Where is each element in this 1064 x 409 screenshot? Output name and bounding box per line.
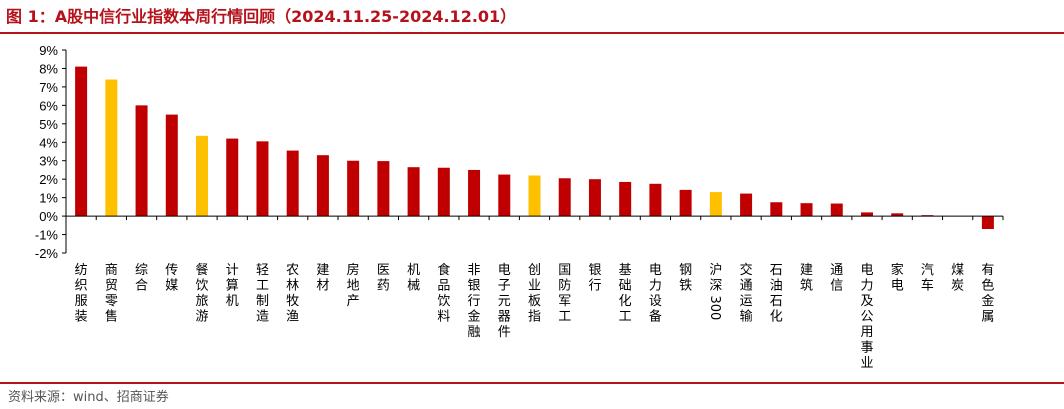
y-tick-label: 5% (39, 117, 58, 132)
y-tick-label: 0% (39, 209, 58, 224)
category-label: 建材 (316, 263, 329, 294)
bar (740, 193, 753, 217)
category-label: 餐饮旅游 (196, 262, 209, 325)
category-label: 轻工制造 (256, 263, 269, 325)
category-label: 非银行金融 (468, 263, 481, 340)
category-label: 食品饮料 (437, 262, 450, 325)
y-tick-label: 7% (39, 80, 58, 95)
category-label: 煤炭 (951, 263, 964, 294)
bar (981, 216, 994, 230)
category-label: 国防军工 (558, 263, 571, 325)
bar (377, 161, 390, 217)
bar (196, 135, 209, 217)
bar (407, 167, 420, 217)
bar (649, 183, 662, 217)
y-tick-label: 8% (39, 61, 58, 76)
category-label: 沪深 (709, 262, 722, 294)
category-label: 综合 (135, 263, 148, 294)
bar (588, 179, 601, 217)
bar (75, 66, 88, 217)
category-label: 银行 (588, 263, 601, 294)
y-tick-label: 1% (39, 191, 58, 206)
category-label: 家电 (891, 262, 904, 294)
bar (558, 178, 571, 217)
title-divider (0, 32, 1064, 34)
category-label: 房地产 (347, 262, 360, 309)
bar (437, 167, 450, 217)
y-tick-label: 9% (39, 43, 58, 58)
bar (135, 105, 148, 217)
category-label: 建筑 (800, 263, 813, 294)
bar (105, 79, 118, 217)
y-tick-label: -1% (35, 228, 59, 243)
footer-divider (0, 382, 1064, 384)
y-tick-label: 6% (39, 98, 58, 113)
bar (709, 192, 722, 217)
y-tick-label: 2% (39, 172, 58, 187)
category-label: 机械 (407, 263, 420, 294)
figure-title: 图 1：A股中信行业指数本周行情回顾（2024.11.25-2024.12.01… (6, 7, 517, 26)
category-label: 电力设备 (649, 263, 662, 325)
category-label: 计算机 (226, 263, 239, 309)
bar (347, 160, 360, 217)
category-label: 钢铁 (679, 263, 692, 294)
category-label: 创业板指 (528, 263, 541, 325)
category-label: 300 (707, 296, 722, 321)
bar (316, 155, 329, 217)
category-label: 农林牧渔 (286, 263, 299, 325)
category-label: 汽车 (921, 263, 934, 294)
bar-chart: 9% 8% 7% 6% 5% 4% 3% 2% 1% 0% -1% -2% 纺织服装 商贸零售 综合传媒餐饮… (35, 43, 1004, 371)
category-label: 石油石化 (770, 263, 783, 325)
y-tick-label: 4% (39, 135, 58, 150)
y-tick-label: -2% (35, 246, 59, 261)
bar (256, 141, 269, 217)
bar (226, 138, 239, 217)
category-label: 交通运输 (740, 262, 753, 325)
bar (528, 175, 541, 217)
category-label: 有色金属 (981, 263, 994, 325)
category-label: 基础化工 (619, 263, 632, 325)
category-label: 纺织服装 (75, 263, 88, 325)
y-tick-label: 3% (39, 154, 58, 169)
bar (468, 169, 481, 217)
category-label: 传媒 (165, 263, 178, 294)
bar (619, 181, 632, 217)
category-label: 医药 (377, 263, 390, 294)
category-label: 商贸零售 (105, 263, 118, 325)
bar (286, 150, 299, 217)
bar (891, 213, 904, 217)
source-note: 资料来源：wind、招商证券 (8, 390, 169, 405)
bar (860, 212, 873, 217)
bar (679, 189, 692, 217)
bar (830, 203, 843, 217)
bar (498, 174, 511, 217)
bar (165, 114, 178, 217)
bar (770, 202, 783, 217)
category-label: 通信 (830, 263, 843, 294)
category-label: 电子元器件 (498, 263, 511, 340)
bar (800, 203, 813, 217)
category-label: 电力及公用事业 (860, 263, 873, 371)
